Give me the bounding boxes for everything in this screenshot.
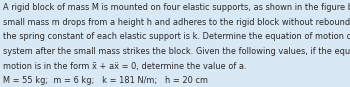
Text: motion is in the form ẍ̈ + aẍ = 0, determine the value of a.: motion is in the form ẍ̈ + aẍ = 0, deter…	[3, 62, 246, 70]
Text: M = 55 kg;  m = 6 kg;   k = 181 N/m;   h = 20 cm: M = 55 kg; m = 6 kg; k = 181 N/m; h = 20…	[3, 76, 208, 85]
Text: small mass m drops from a height h and adheres to the rigid block without reboun: small mass m drops from a height h and a…	[3, 18, 350, 27]
Text: system after the small mass strikes the block. Given the following values, if th: system after the small mass strikes the …	[3, 47, 350, 56]
Text: the spring constant of each elastic support is k. Determine the equation of moti: the spring constant of each elastic supp…	[3, 32, 350, 41]
Text: A rigid block of mass M is mounted on four elastic supports, as shown in the fig: A rigid block of mass M is mounted on fo…	[3, 3, 350, 12]
